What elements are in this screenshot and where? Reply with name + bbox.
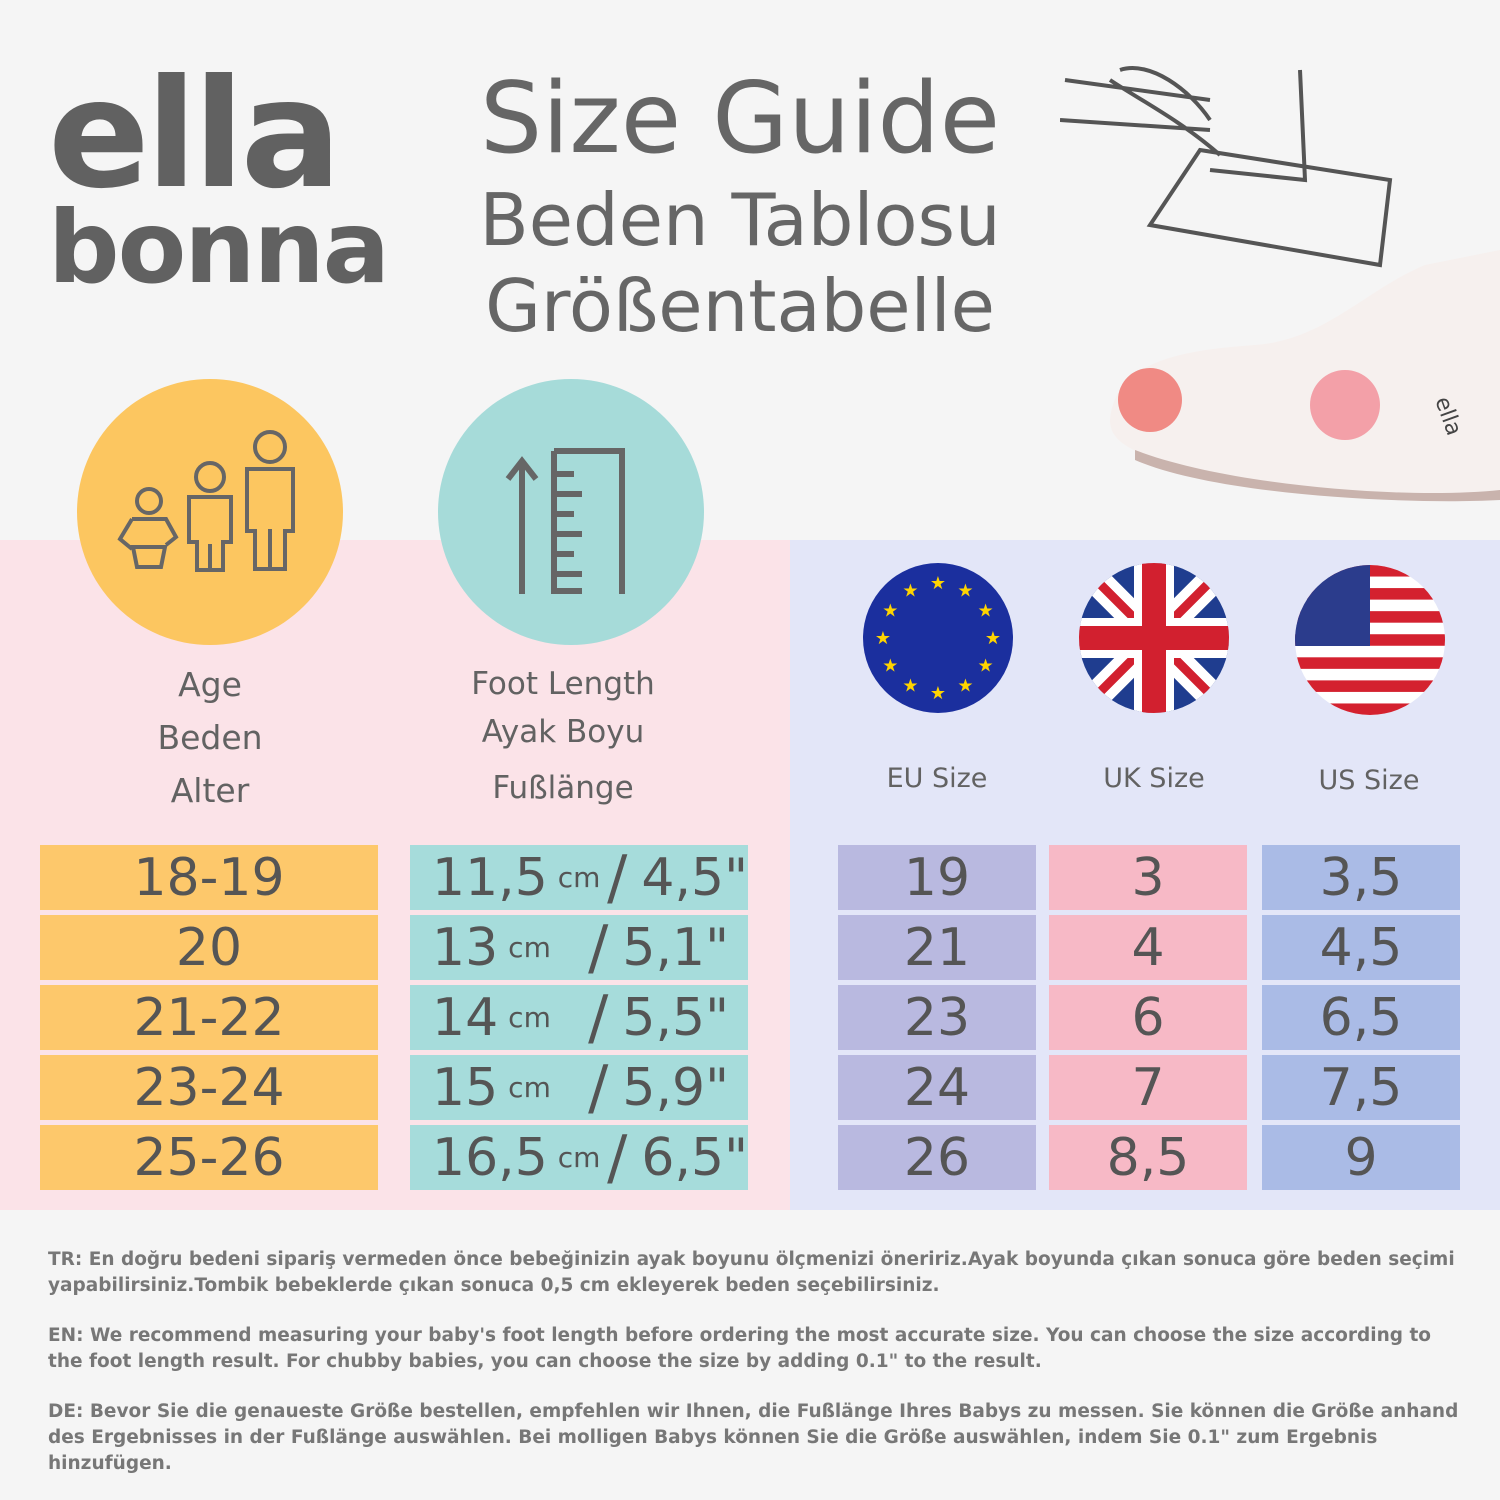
us-cell: 7,5 (1262, 1055, 1460, 1120)
brand-logo: ella bonna (48, 48, 390, 306)
title-tr: Beden Tablosu (479, 178, 1001, 262)
eu-cell: 24 (838, 1055, 1036, 1120)
star: ★ (875, 628, 891, 649)
star: ★ (978, 601, 994, 622)
uk-flag-icon (1079, 563, 1229, 713)
uk-cell: 7 (1049, 1055, 1247, 1120)
title-de: Größentabelle (485, 264, 995, 348)
uk-cell: 4 (1049, 915, 1247, 980)
eu-size-header: EU Size (886, 763, 988, 794)
foot-cell: 14 cm/5,5" (410, 983, 748, 1053)
age-cell: 25-26 (40, 1125, 378, 1190)
age-cell: 23-24 (40, 1055, 378, 1120)
age-cell: 21-22 (40, 985, 378, 1050)
stripe (1295, 703, 1445, 715)
eu-cell: 26 (838, 1125, 1036, 1190)
foot-cell: 11,5 cm/4,5" (410, 843, 748, 913)
star: ★ (930, 683, 946, 704)
star: ★ (930, 573, 946, 594)
star: ★ (902, 676, 918, 697)
foot-measuring-icon (1060, 66, 1393, 268)
note-tr: TR: En doğru bedeni sipariş vermeden önc… (48, 1249, 1455, 1296)
star: ★ (978, 656, 994, 677)
foot-icon-circle (438, 379, 704, 645)
eu-flag-icon: ★ ★★★★★★★★★★★ (863, 563, 1013, 713)
family-people-icon (117, 430, 295, 572)
title-en: Size Guide (479, 62, 1001, 176)
us-cell: 3,5 (1262, 845, 1460, 910)
note-en: EN: We recommend measuring your baby's f… (48, 1325, 1431, 1372)
age-header: Age Beden Alter (157, 665, 263, 810)
age-icon-circle (77, 379, 343, 645)
star: ★ (985, 628, 1001, 649)
eu-cell: 21 (838, 915, 1036, 980)
foot-length-header: Foot Length Ayak Boyu Fußlänge (471, 666, 655, 806)
foot-cell: 15 cm/5,9" (410, 1053, 748, 1123)
uk-size-header: UK Size (1103, 763, 1205, 794)
us-cell: 6,5 (1262, 985, 1460, 1050)
star: ★ (957, 580, 973, 601)
age-cell: 20 (40, 915, 378, 980)
us-flag-icon (1295, 565, 1445, 715)
star: ★ (882, 601, 898, 622)
uk-cell: 6 (1049, 985, 1247, 1050)
star: ★ (882, 656, 898, 677)
baby-shoe-image: ella (1110, 250, 1500, 502)
foot-cell: 16,5 cm/6,5" (410, 1123, 748, 1193)
star: ★ (902, 580, 918, 601)
uk-cell: 8,5 (1049, 1125, 1247, 1190)
us-cell: 9 (1262, 1125, 1460, 1190)
us-cell: 4,5 (1262, 915, 1460, 980)
foot-cell: 13 cm/5,1" (410, 913, 748, 983)
ruler-arrow-icon (505, 448, 625, 594)
eu-cell: 19 (838, 845, 1036, 910)
stripe (1295, 657, 1445, 669)
star: ★ (957, 676, 973, 697)
stripe (1295, 680, 1445, 692)
uk-cell: 3 (1049, 845, 1247, 910)
eu-cell: 23 (838, 985, 1036, 1050)
note-de: DE: Bevor Sie die genaueste Größe bestel… (48, 1401, 1459, 1474)
age-cell: 18-19 (40, 845, 378, 910)
canton (1295, 565, 1370, 646)
us-size-header: US Size (1318, 765, 1420, 796)
